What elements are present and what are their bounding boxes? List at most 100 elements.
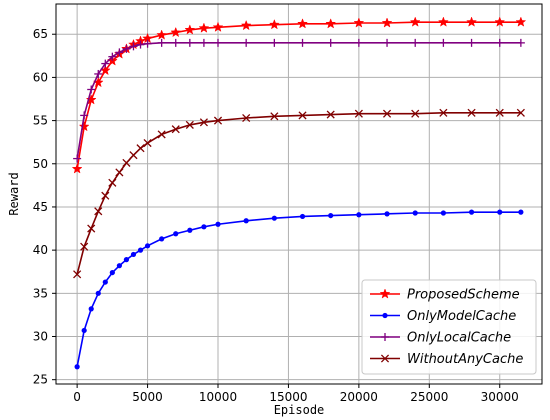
data-point: [78, 120, 90, 132]
data-point: [170, 26, 182, 38]
data-point: [215, 221, 221, 227]
data-point: [199, 38, 208, 47]
data-point: [242, 113, 251, 123]
data-point: [240, 19, 252, 31]
data-point: [87, 224, 96, 233]
data-point: [95, 290, 101, 296]
legend-marker: [380, 354, 390, 363]
data-point: [129, 42, 138, 51]
data-point: [187, 227, 193, 233]
x-marker-b: [115, 168, 124, 177]
data-point: [354, 38, 363, 47]
data-point: [108, 178, 117, 187]
y-tick-label: 40: [33, 243, 48, 257]
data-point: [495, 38, 504, 47]
data-point: [270, 112, 279, 121]
x-tick-label: 0: [73, 390, 81, 404]
data-point: [173, 231, 179, 237]
x-marker-b: [516, 108, 525, 117]
x-marker-b: [213, 116, 223, 125]
data-point: [382, 109, 392, 118]
data-point: [299, 213, 306, 220]
data-point: [466, 16, 477, 27]
data-point: [123, 257, 130, 263]
data-point: [185, 120, 194, 129]
data-point: [518, 209, 524, 215]
data-point: [87, 85, 96, 94]
x-marker-b: [108, 178, 117, 187]
legend-marker: [382, 312, 388, 319]
x-marker-b: [380, 354, 390, 363]
data-point: [326, 38, 335, 47]
data-point: [108, 52, 117, 61]
y-tick-label: 55: [33, 114, 48, 128]
data-point: [122, 44, 131, 53]
x-tick-label: 10000: [199, 390, 237, 404]
data-point: [381, 17, 393, 28]
legend-marker: [379, 288, 391, 299]
x-marker-b: [101, 191, 110, 200]
data-point: [439, 38, 448, 47]
x-marker-b: [199, 118, 208, 127]
legend-label: OnlyLocalCache: [407, 331, 511, 346]
y-tick-label: 35: [33, 286, 48, 300]
data-point: [85, 94, 97, 105]
x-marker-b: [411, 109, 420, 118]
data-point: [356, 212, 362, 218]
x-tick-label: 30000: [481, 390, 519, 404]
x-tick-label: 15000: [269, 390, 307, 404]
data-point: [468, 209, 475, 215]
x-marker-b: [185, 120, 194, 129]
x-marker-b: [122, 158, 131, 167]
data-point: [325, 18, 337, 29]
data-point: [157, 38, 166, 47]
x-marker-b: [439, 108, 448, 117]
data-point: [271, 215, 277, 221]
data-point: [129, 151, 138, 160]
data-point: [268, 19, 280, 30]
data-point: [353, 17, 365, 28]
data-point: [101, 59, 110, 68]
data-point: [81, 327, 87, 334]
data-point: [102, 279, 108, 285]
data-point: [467, 38, 476, 47]
legend-label: OnlyModelCache: [407, 309, 516, 324]
series-line: [76, 42, 521, 159]
x-marker-b: [495, 108, 504, 117]
data-point: [136, 144, 145, 153]
plot-frame: [55, 3, 543, 385]
data-point: [494, 16, 506, 27]
data-point: [136, 40, 145, 49]
y-tick-label: 60: [33, 70, 48, 84]
legend-marker: [381, 333, 389, 341]
data-point: [115, 48, 124, 57]
series-only-model-cache: [74, 209, 524, 370]
y-axis-label: Reward: [7, 172, 21, 215]
data-point: [171, 38, 180, 47]
legend: ProposedScheme OnlyModelCache OnlyLocalCac…: [361, 279, 537, 375]
x-marker-b: [242, 113, 251, 123]
data-point: [213, 116, 223, 125]
x-marker-b: [298, 111, 307, 120]
data-point: [467, 108, 476, 117]
data-point: [495, 108, 504, 117]
data-point: [516, 108, 525, 117]
y-tick-label: 65: [33, 27, 48, 41]
y-tick-label: 30: [33, 330, 48, 344]
legend-item: OnlyModelCache: [370, 309, 516, 324]
data-point: [497, 209, 503, 215]
x-marker-b: [354, 109, 363, 118]
data-point: [88, 306, 94, 312]
series-proposed-scheme: [71, 16, 527, 174]
y-tick-label: 50: [33, 157, 48, 171]
data-point: [214, 38, 222, 47]
x-marker-b: [270, 112, 279, 121]
series-without-any-cache: [73, 108, 525, 279]
data-point: [354, 109, 363, 118]
x-marker-b: [129, 151, 138, 160]
x-marker-b: [73, 270, 82, 279]
data-point: [201, 224, 207, 230]
data-point: [137, 247, 144, 253]
legend-item: ProposedScheme: [370, 288, 520, 303]
x-tick-label: 25000: [410, 390, 448, 404]
